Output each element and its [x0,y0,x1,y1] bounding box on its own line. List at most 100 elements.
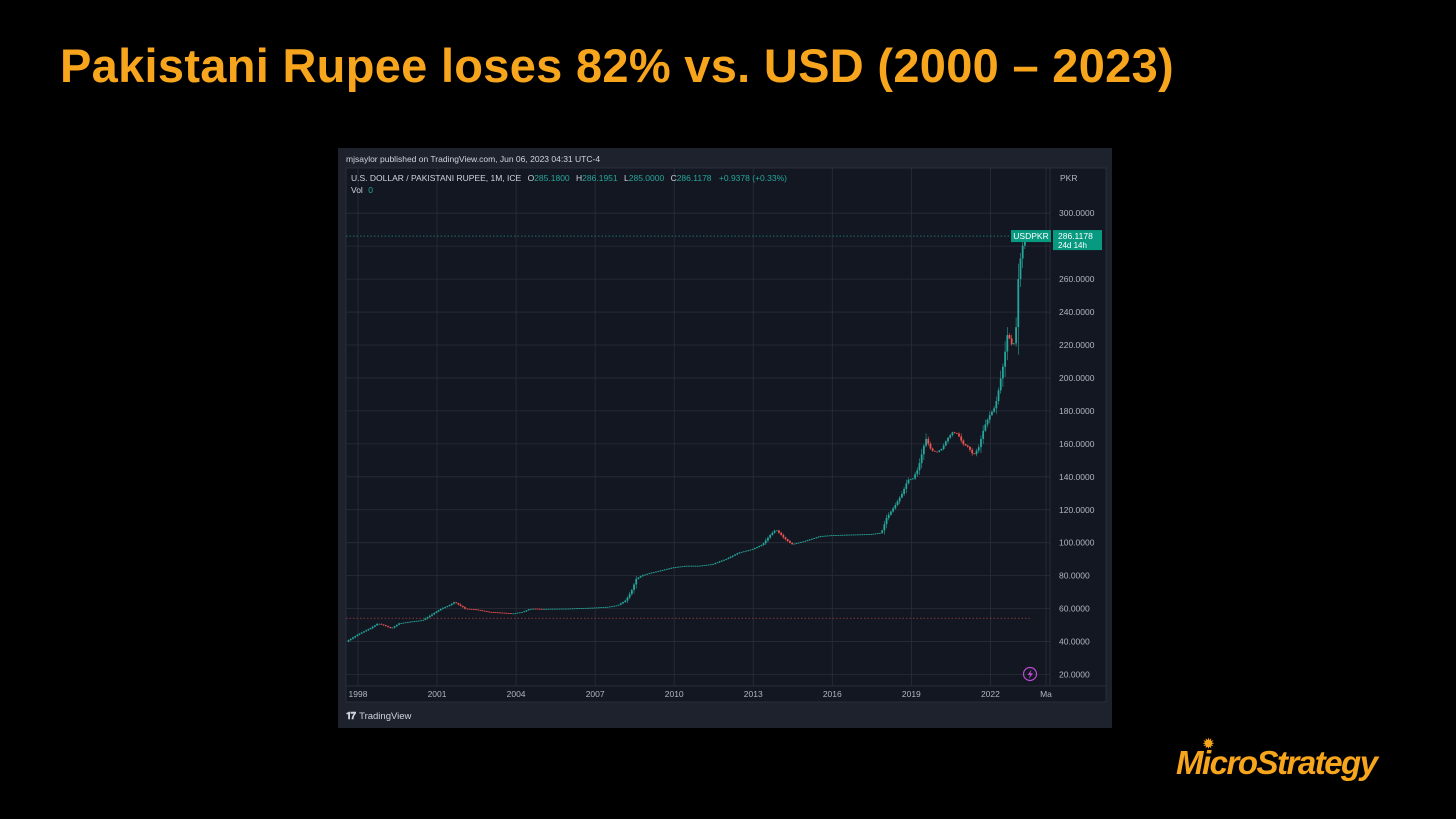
candle [1004,341,1007,377]
candle-body [437,610,440,612]
candle [641,574,644,577]
candle [947,436,949,444]
candle-body [922,445,925,455]
candle [635,575,638,589]
candle-body [835,535,837,536]
candle [927,436,930,446]
candle [448,604,451,607]
candle-body [1015,327,1017,344]
candle [852,534,855,536]
legend-line: U.S. DOLLAR / PAKISTANI RUPEE, 1M, ICE O… [351,173,787,183]
candle-body [534,608,537,610]
candle-body [646,573,649,575]
candle [993,405,996,413]
candle-body [492,612,495,613]
candle-body [587,607,589,609]
x-tick-label: 2016 [823,689,842,699]
candle-body [567,608,570,610]
candle-body [718,561,721,563]
candle-body [909,479,912,480]
candle [529,608,532,610]
candle [437,609,440,613]
candle-body [536,608,539,610]
candle [371,625,374,630]
candle [560,608,563,610]
candle-body [507,613,510,614]
candle [1021,239,1024,269]
candle [940,448,943,451]
candle [936,451,938,453]
candle-body [955,433,958,434]
candle [1010,334,1013,346]
candle-body [782,535,785,538]
y-tick-label: 40.0000 [1059,637,1090,647]
candle-body [371,626,374,629]
candle [446,605,449,608]
price-tag-countdown: 24d 14h [1058,241,1087,250]
candle [485,611,488,612]
candlestick-chart[interactable]: 20.0000 40.0000 60.0000 80.0000 100.0000 120.… [338,148,1112,728]
candle [589,607,591,609]
candle-body [516,612,519,614]
candle [534,608,537,610]
candle [398,622,400,626]
candle [789,539,791,544]
candle-body [740,551,743,553]
candle-body [806,540,809,542]
candle-body [409,621,411,623]
open-value: 285.1800 [534,173,570,183]
candle [964,443,967,446]
candle-body [554,608,556,610]
candle [991,410,993,416]
candle [655,571,657,573]
candle [868,534,870,535]
candle-body [980,438,982,448]
candle-body [808,539,811,541]
price-tag: USDPKR 286.1178 24d 14h [1011,230,1102,251]
candle-body [611,606,613,607]
candle-body [406,622,409,623]
candle [760,544,763,547]
candle-body [648,573,651,574]
candle [709,564,712,566]
tradingview-chart-widget[interactable]: mjsaylor published on TradingView.com, J… [338,148,1112,728]
candle-body [1008,335,1011,339]
candle-body [745,550,747,552]
candle-body [1019,258,1022,280]
candle-body [993,408,996,412]
candle-body [661,570,664,571]
candle [767,536,769,543]
candle [630,588,633,596]
candle [644,574,646,576]
candle [887,512,890,521]
candle-body [360,632,363,634]
candle [490,611,493,613]
candle-body [490,611,493,613]
candle [532,608,534,610]
candle-body [374,625,376,627]
candle [374,624,376,628]
tradingview-footer[interactable]: 𝟏𝟕 TradingView [346,710,411,722]
candle [859,534,862,536]
candle [547,608,550,610]
candle-body [663,569,666,571]
candle [494,612,497,613]
candle [817,536,820,538]
lightning-icon[interactable] [1022,666,1038,682]
candle-body [415,620,418,622]
candle-body [742,551,745,553]
candle [813,537,815,540]
candle-body [413,621,416,622]
candle [578,608,581,610]
candle [716,562,719,564]
candle [628,591,631,600]
candle-body [395,624,398,627]
candle [740,551,743,553]
candle-body [393,626,396,628]
candle-body [650,572,653,574]
candle-body [931,448,934,451]
candle [615,605,618,607]
candle [771,531,774,536]
candle [846,534,848,536]
candle [400,622,403,624]
